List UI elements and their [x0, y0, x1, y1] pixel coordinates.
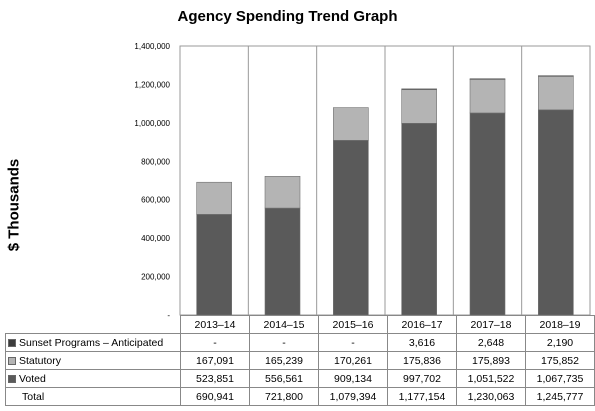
legend-label: Sunset Programs – Anticipated [19, 336, 164, 349]
legend-swatch [8, 356, 16, 365]
total-value: 1,079,394 [318, 387, 388, 406]
bar-statutory [538, 75, 574, 111]
bar-voted [469, 112, 506, 316]
data-label: 170,261 [318, 351, 388, 370]
y-tick-label: 600,000 [141, 196, 170, 205]
bar-sunset-programs-anticipated [538, 75, 574, 77]
bar-statutory [196, 181, 232, 215]
y-tick-label: 1,400,000 [134, 42, 170, 51]
bar-voted [196, 214, 232, 316]
data-label: 2,190 [525, 333, 595, 352]
legend-label: Statutory [19, 354, 62, 367]
legend-label: Voted [19, 372, 46, 385]
total-value: 721,800 [249, 387, 319, 406]
x-tick-label: 2014–15 [249, 315, 319, 334]
table-row: Statutory 167,091 165,239 170,261 175,836 175… [5, 351, 595, 370]
data-table: 2013–14 2014–15 2015–16 2016–17 2017–18 2018–… [5, 315, 595, 406]
legend-swatch [8, 374, 16, 383]
x-tick-label: 2018–19 [525, 315, 595, 334]
data-label: - [318, 333, 388, 352]
bar-sunset-programs-anticipated [401, 88, 437, 90]
bar-statutory [469, 78, 506, 114]
data-label: 523,851 [180, 369, 250, 388]
data-label: 1,051,522 [456, 369, 526, 388]
y-tick-label: 1,200,000 [134, 80, 170, 89]
data-label: 167,091 [180, 351, 250, 370]
legend-swatch [8, 338, 16, 347]
data-label: 3,616 [387, 333, 457, 352]
plot-area: -200,000400,000600,000800,0001,000,0001,… [134, 42, 591, 320]
y-tick-label: 1,000,000 [134, 119, 170, 128]
data-label: 997,702 [387, 369, 457, 388]
legend-entry: Statutory [5, 351, 181, 370]
data-label: 556,561 [249, 369, 319, 388]
data-label: - [180, 333, 250, 352]
bar-statutory [401, 89, 437, 124]
data-label: 175,852 [525, 351, 595, 370]
bar-voted [264, 207, 301, 316]
total-value: 690,941 [180, 387, 250, 406]
x-tick-label: 2016–17 [387, 315, 457, 334]
x-tick-label: 2015–16 [318, 315, 388, 334]
bar-voted [401, 122, 437, 316]
data-label: - [249, 333, 319, 352]
bar-statutory [264, 176, 301, 209]
data-label: 2,648 [456, 333, 526, 352]
total-value: 1,177,154 [387, 387, 457, 406]
table-row-total: Total 690,941 721,800 1,079,394 1,177,154 1,2… [5, 387, 595, 406]
total-value: 1,245,777 [525, 387, 595, 406]
legend-entry: Voted [5, 369, 181, 388]
table-corner-cell [5, 315, 181, 334]
data-label: 165,239 [249, 351, 319, 370]
data-label: 175,893 [456, 351, 526, 370]
bar-sunset-programs-anticipated [469, 78, 506, 80]
table-row: Voted 523,851 556,561 909,134 997,702 1,051,5… [5, 369, 595, 388]
y-tick-label: 200,000 [141, 273, 170, 282]
data-label: 175,836 [387, 351, 457, 370]
table-header-row: 2013–14 2014–15 2015–16 2016–17 2017–18 2018–… [5, 315, 595, 334]
data-label: 909,134 [318, 369, 388, 388]
x-tick-label: 2017–18 [456, 315, 526, 334]
data-label: 1,067,735 [525, 369, 595, 388]
bar-voted [333, 140, 369, 316]
table-row: Sunset Programs – Anticipated - - -3,616 2,6… [5, 333, 595, 352]
x-tick-label: 2013–14 [180, 315, 250, 334]
legend-entry: Sunset Programs – Anticipated [5, 333, 181, 352]
chart-title: Agency Spending Trend Graph [177, 8, 398, 25]
total-label: Total [5, 387, 181, 406]
total-value: 1,230,063 [456, 387, 526, 406]
bar-voted [538, 109, 574, 316]
bar-statutory [333, 107, 369, 141]
y-tick-label: 800,000 [141, 157, 170, 166]
y-tick-label: 400,000 [141, 234, 170, 243]
